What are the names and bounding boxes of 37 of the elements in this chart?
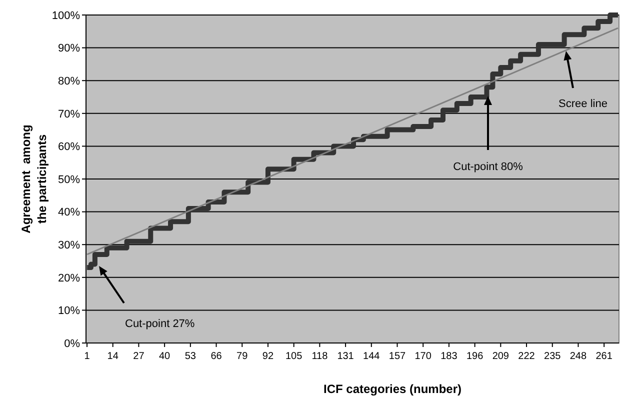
y-tick-label: 10% xyxy=(58,305,80,318)
x-tick-label: 222 xyxy=(518,351,536,362)
x-tick-label: 14 xyxy=(107,351,119,362)
annotation: Cut-point 27% xyxy=(125,318,195,330)
x-tick-label: 1 xyxy=(84,351,90,362)
x-tick-label: 144 xyxy=(363,351,380,362)
y-tick-label: 30% xyxy=(58,239,80,252)
x-tick-label: 79 xyxy=(236,351,248,362)
y-tick-label: 80% xyxy=(58,75,80,88)
y-tick-label: 90% xyxy=(58,42,80,55)
y-tick-label: 100% xyxy=(52,10,80,22)
x-tick-label: 261 xyxy=(596,351,613,362)
annotation: Scree line xyxy=(558,98,608,110)
x-tick-label: 170 xyxy=(414,351,432,362)
x-tick-label: 105 xyxy=(285,351,303,362)
x-tick-label: 66 xyxy=(210,351,222,362)
annotation: Cut-point 80% xyxy=(453,161,524,173)
x-tick-label: 27 xyxy=(133,351,145,362)
y-axis-title: Agreement among the participants xyxy=(19,124,49,234)
x-axis-title: ICF categories (number) xyxy=(323,382,462,396)
y-tick-label: 20% xyxy=(58,272,80,284)
x-tick-label: 53 xyxy=(184,351,196,362)
x-tick-label: 248 xyxy=(570,351,588,362)
x-tick-label: 196 xyxy=(466,351,484,362)
x-tick-label: 209 xyxy=(492,351,510,362)
x-tick-label: 92 xyxy=(262,351,274,362)
x-tick-label: 235 xyxy=(544,351,562,362)
y-tick-label: 70% xyxy=(58,108,80,120)
x-tick-label: 40 xyxy=(158,351,171,362)
y-tick-label: 60% xyxy=(58,141,80,154)
y-tick-label: 0% xyxy=(64,338,80,350)
x-tick-label: 157 xyxy=(388,351,406,362)
x-tick-label: 183 xyxy=(440,351,458,362)
y-tick-label: 40% xyxy=(58,206,80,219)
y-tick-label: 50% xyxy=(58,174,80,186)
x-tick-label: 131 xyxy=(337,351,354,362)
x-tick-label: 118 xyxy=(312,351,328,362)
